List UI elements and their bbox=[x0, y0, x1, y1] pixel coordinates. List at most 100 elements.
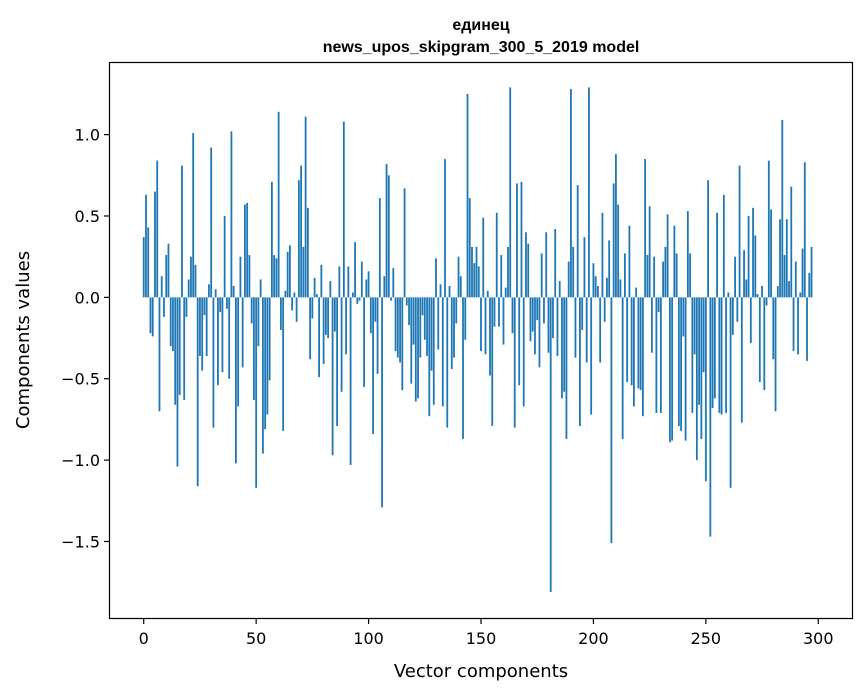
bar-11 bbox=[167, 243, 170, 298]
bar-176 bbox=[538, 297, 541, 368]
bar-146 bbox=[471, 246, 473, 298]
bar-121 bbox=[414, 297, 417, 402]
bar-226 bbox=[650, 297, 653, 353]
bar-5 bbox=[154, 191, 156, 298]
bar-149 bbox=[477, 266, 480, 298]
bar-105 bbox=[378, 198, 381, 298]
chart-title: единец bbox=[452, 17, 509, 34]
bar-2 bbox=[147, 227, 150, 298]
bar-174 bbox=[534, 297, 536, 355]
bar-200 bbox=[592, 263, 595, 298]
bar-162 bbox=[507, 246, 509, 298]
bar-160 bbox=[502, 297, 505, 345]
bar-148 bbox=[475, 246, 478, 298]
bar-81 bbox=[324, 297, 327, 335]
bar-57 bbox=[270, 181, 273, 298]
bar-243 bbox=[689, 253, 692, 298]
bar-118 bbox=[408, 297, 410, 326]
bar-167 bbox=[518, 297, 521, 386]
bar-46 bbox=[246, 202, 249, 298]
bar-36 bbox=[223, 215, 226, 298]
bar-232 bbox=[664, 246, 667, 298]
bar-218 bbox=[633, 297, 635, 407]
bar-278 bbox=[767, 160, 770, 298]
bar-290 bbox=[794, 261, 797, 298]
bar-24 bbox=[196, 297, 199, 487]
bar-125 bbox=[423, 297, 426, 340]
bar-143 bbox=[464, 297, 467, 340]
bar-110 bbox=[390, 297, 392, 301]
bar-263 bbox=[734, 256, 736, 298]
bar-235 bbox=[671, 297, 674, 441]
bar-253 bbox=[711, 297, 714, 409]
bar-98 bbox=[363, 297, 365, 387]
bar-131 bbox=[437, 297, 440, 350]
bar-192 bbox=[574, 297, 577, 358]
bar-280 bbox=[772, 297, 775, 360]
bar-255 bbox=[716, 212, 718, 298]
bar-194 bbox=[579, 297, 581, 426]
bar-129 bbox=[432, 297, 435, 405]
bar-142 bbox=[462, 297, 464, 439]
x-tick-label: 150 bbox=[466, 629, 497, 648]
bar-31 bbox=[212, 297, 215, 428]
bar-277 bbox=[765, 297, 768, 306]
bar-93 bbox=[351, 292, 354, 298]
bar-274 bbox=[758, 297, 761, 382]
bar-90 bbox=[345, 297, 347, 355]
bar-75 bbox=[311, 297, 314, 319]
bar-204 bbox=[601, 212, 604, 298]
bar-103 bbox=[374, 297, 377, 322]
bar-89 bbox=[342, 121, 345, 298]
bar-222 bbox=[641, 297, 644, 417]
bar-9 bbox=[163, 297, 165, 317]
bar-159 bbox=[500, 255, 503, 298]
bar-13 bbox=[172, 297, 174, 352]
bar-289 bbox=[792, 297, 795, 352]
bar-123 bbox=[419, 297, 422, 358]
bar-67 bbox=[293, 292, 296, 298]
bar-175 bbox=[536, 297, 539, 321]
bar-221 bbox=[639, 297, 642, 391]
bar-92 bbox=[349, 297, 352, 466]
bar-262 bbox=[731, 297, 734, 335]
bar-85 bbox=[333, 297, 336, 332]
bar-107 bbox=[383, 276, 386, 298]
bar-241 bbox=[684, 297, 687, 441]
bar-259 bbox=[725, 297, 727, 413]
bar-30 bbox=[210, 147, 213, 298]
bar-77 bbox=[315, 294, 318, 298]
bar-97 bbox=[360, 261, 363, 298]
bar-178 bbox=[543, 297, 545, 324]
bar-60 bbox=[277, 111, 280, 298]
bar-40 bbox=[232, 285, 235, 298]
x-axis: 0 50 100 150 200 250 300 bbox=[139, 618, 834, 648]
bar-22 bbox=[192, 132, 195, 298]
bar-37 bbox=[226, 297, 228, 309]
bar-138 bbox=[453, 297, 455, 358]
bar-56 bbox=[268, 297, 271, 381]
bar-177 bbox=[540, 253, 543, 298]
bar-26 bbox=[201, 297, 204, 371]
bar-127 bbox=[428, 297, 431, 417]
bar-166 bbox=[516, 183, 518, 298]
x-tick-label: 250 bbox=[691, 629, 722, 648]
bar-151 bbox=[482, 217, 485, 298]
bar-86 bbox=[336, 297, 338, 426]
bar-136 bbox=[448, 285, 451, 298]
bar-42 bbox=[237, 297, 240, 407]
bar-239 bbox=[680, 297, 683, 431]
bar-220 bbox=[637, 297, 640, 389]
bar-281 bbox=[774, 297, 777, 412]
bar-72 bbox=[304, 116, 307, 298]
bar-91 bbox=[347, 266, 350, 298]
bar-238 bbox=[677, 297, 680, 426]
bar-44 bbox=[241, 297, 244, 368]
bar-245 bbox=[693, 297, 696, 355]
bar-249 bbox=[702, 297, 705, 373]
y-tick-label: 1.0 bbox=[75, 126, 100, 145]
bar-58 bbox=[273, 255, 276, 298]
bar-155 bbox=[491, 297, 494, 426]
bar-228 bbox=[655, 297, 658, 413]
bar-14 bbox=[174, 297, 177, 405]
